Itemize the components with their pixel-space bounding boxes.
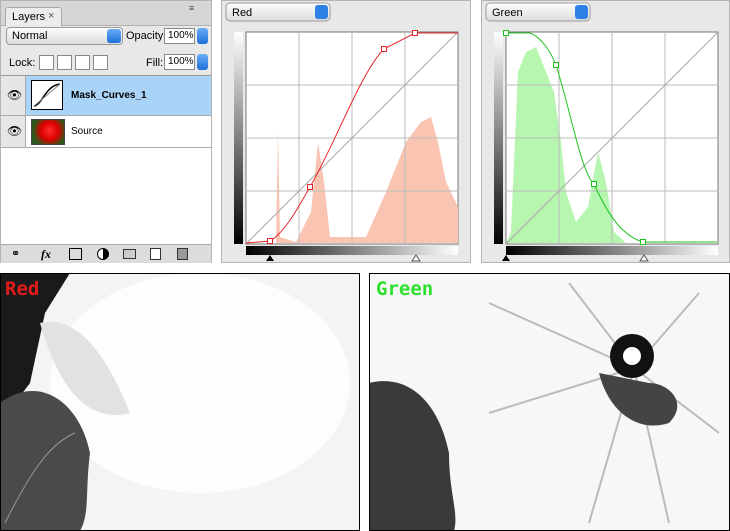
image-label: Green — [376, 278, 433, 300]
control-point — [553, 62, 559, 68]
histogram — [506, 47, 626, 243]
lock-pixels[interactable] — [57, 55, 72, 70]
layer-name: Mask_Curves_1 — [71, 90, 147, 101]
lock-position[interactable] — [75, 55, 90, 70]
output-gradient — [494, 32, 503, 244]
white-point-slider[interactable] — [639, 254, 649, 262]
baseline-diagonal — [245, 31, 459, 245]
curve — [245, 32, 458, 244]
curves-panel: Green — [481, 0, 730, 263]
leaf — [369, 381, 456, 531]
input-gradient — [506, 246, 718, 255]
histogram-group — [245, 30, 459, 245]
dropdown-box — [485, 2, 591, 22]
baseline-diagonal — [505, 31, 719, 245]
mask-image: Red — [0, 273, 360, 531]
visibility-cell[interactable]: 👁 — [1, 76, 26, 115]
group-button[interactable] — [123, 249, 136, 259]
layer-row[interactable]: 👁 Mask_Curves_1 — [1, 76, 211, 116]
lock-label: Lock: — [9, 57, 36, 69]
tab[interactable]: Layers × — [5, 7, 62, 26]
layer-list: 👁 Mask_Curves_1 👁 Source — [1, 75, 211, 244]
fill-field[interactable]: 100% — [164, 54, 195, 70]
channel-dropdown[interactable]: Red — [225, 2, 331, 22]
control-point — [381, 46, 387, 52]
new-layer-button[interactable] — [150, 248, 161, 260]
leaf-vein — [4, 432, 76, 524]
adjustment-thumbnail — [31, 80, 63, 110]
mask-image: Green — [369, 273, 730, 531]
adjustment-button[interactable] — [97, 248, 109, 260]
channel-name: Green — [492, 7, 523, 19]
black-point-slider[interactable] — [266, 255, 274, 261]
panel-menu[interactable]: ≡ — [189, 3, 195, 13]
layers-toolbar: ⚭ fx — [1, 244, 211, 263]
control-point — [640, 239, 646, 245]
fill-label: Fill: — [146, 57, 164, 69]
thumb-curve — [33, 83, 61, 107]
curves-panel: Red — [221, 0, 471, 263]
eye-icon: 👁 — [7, 124, 23, 138]
blend-mode: Normal — [12, 30, 48, 42]
mask-button[interactable] — [69, 248, 82, 260]
histogram-group — [503, 30, 719, 245]
black-point-slider[interactable] — [502, 255, 510, 261]
link-button[interactable]: ⚭ — [11, 248, 21, 260]
dropdown-arrow — [575, 5, 588, 19]
control-point — [267, 238, 273, 244]
dropdown-arrow — [107, 29, 121, 43]
eye-icon: 👁 — [7, 88, 23, 102]
lock-transparency[interactable] — [39, 55, 54, 70]
curve — [506, 32, 717, 243]
layer-row[interactable]: 👁 Source — [1, 116, 211, 148]
opacity-field[interactable]: 100% — [164, 28, 195, 44]
control-point — [412, 30, 418, 36]
lock-all[interactable] — [93, 55, 108, 70]
layer-name: Source — [71, 126, 103, 137]
channel-name: Red — [232, 7, 252, 19]
opacity-slider-button[interactable] — [197, 28, 208, 44]
dark-region — [0, 273, 70, 423]
input-gradient — [246, 246, 458, 255]
channel-dropdown[interactable]: Green — [485, 2, 591, 22]
opacity-label: Opacity: — [126, 30, 167, 42]
blend-mode-dropdown[interactable]: Normal — [6, 27, 123, 45]
control-point — [307, 184, 313, 190]
visibility-cell[interactable]: 👁 — [1, 116, 26, 147]
petal-shade — [40, 321, 130, 415]
layers-panel: Layers × ≡ Normal Opacity: 100% Lock: Fi… — [0, 0, 212, 263]
stamen — [623, 347, 641, 365]
tab-close[interactable]: × — [48, 10, 55, 22]
leaf — [0, 391, 90, 531]
tab-title: Layers — [12, 11, 46, 23]
delete-button[interactable] — [177, 248, 188, 260]
image-label: Red — [5, 278, 39, 300]
dropdown-arrow — [315, 5, 328, 19]
output-gradient — [234, 32, 243, 244]
fill-slider-button[interactable] — [197, 54, 208, 70]
fx-button[interactable]: fx — [41, 247, 51, 261]
dropdown-box — [225, 2, 331, 22]
dark-streak — [599, 373, 678, 426]
control-point — [503, 30, 509, 36]
white-point-slider[interactable] — [411, 254, 421, 262]
flower-highlight — [50, 273, 350, 493]
control-point — [591, 181, 597, 187]
thumb-diagonal — [33, 83, 61, 107]
layer-thumbnail — [31, 119, 65, 145]
